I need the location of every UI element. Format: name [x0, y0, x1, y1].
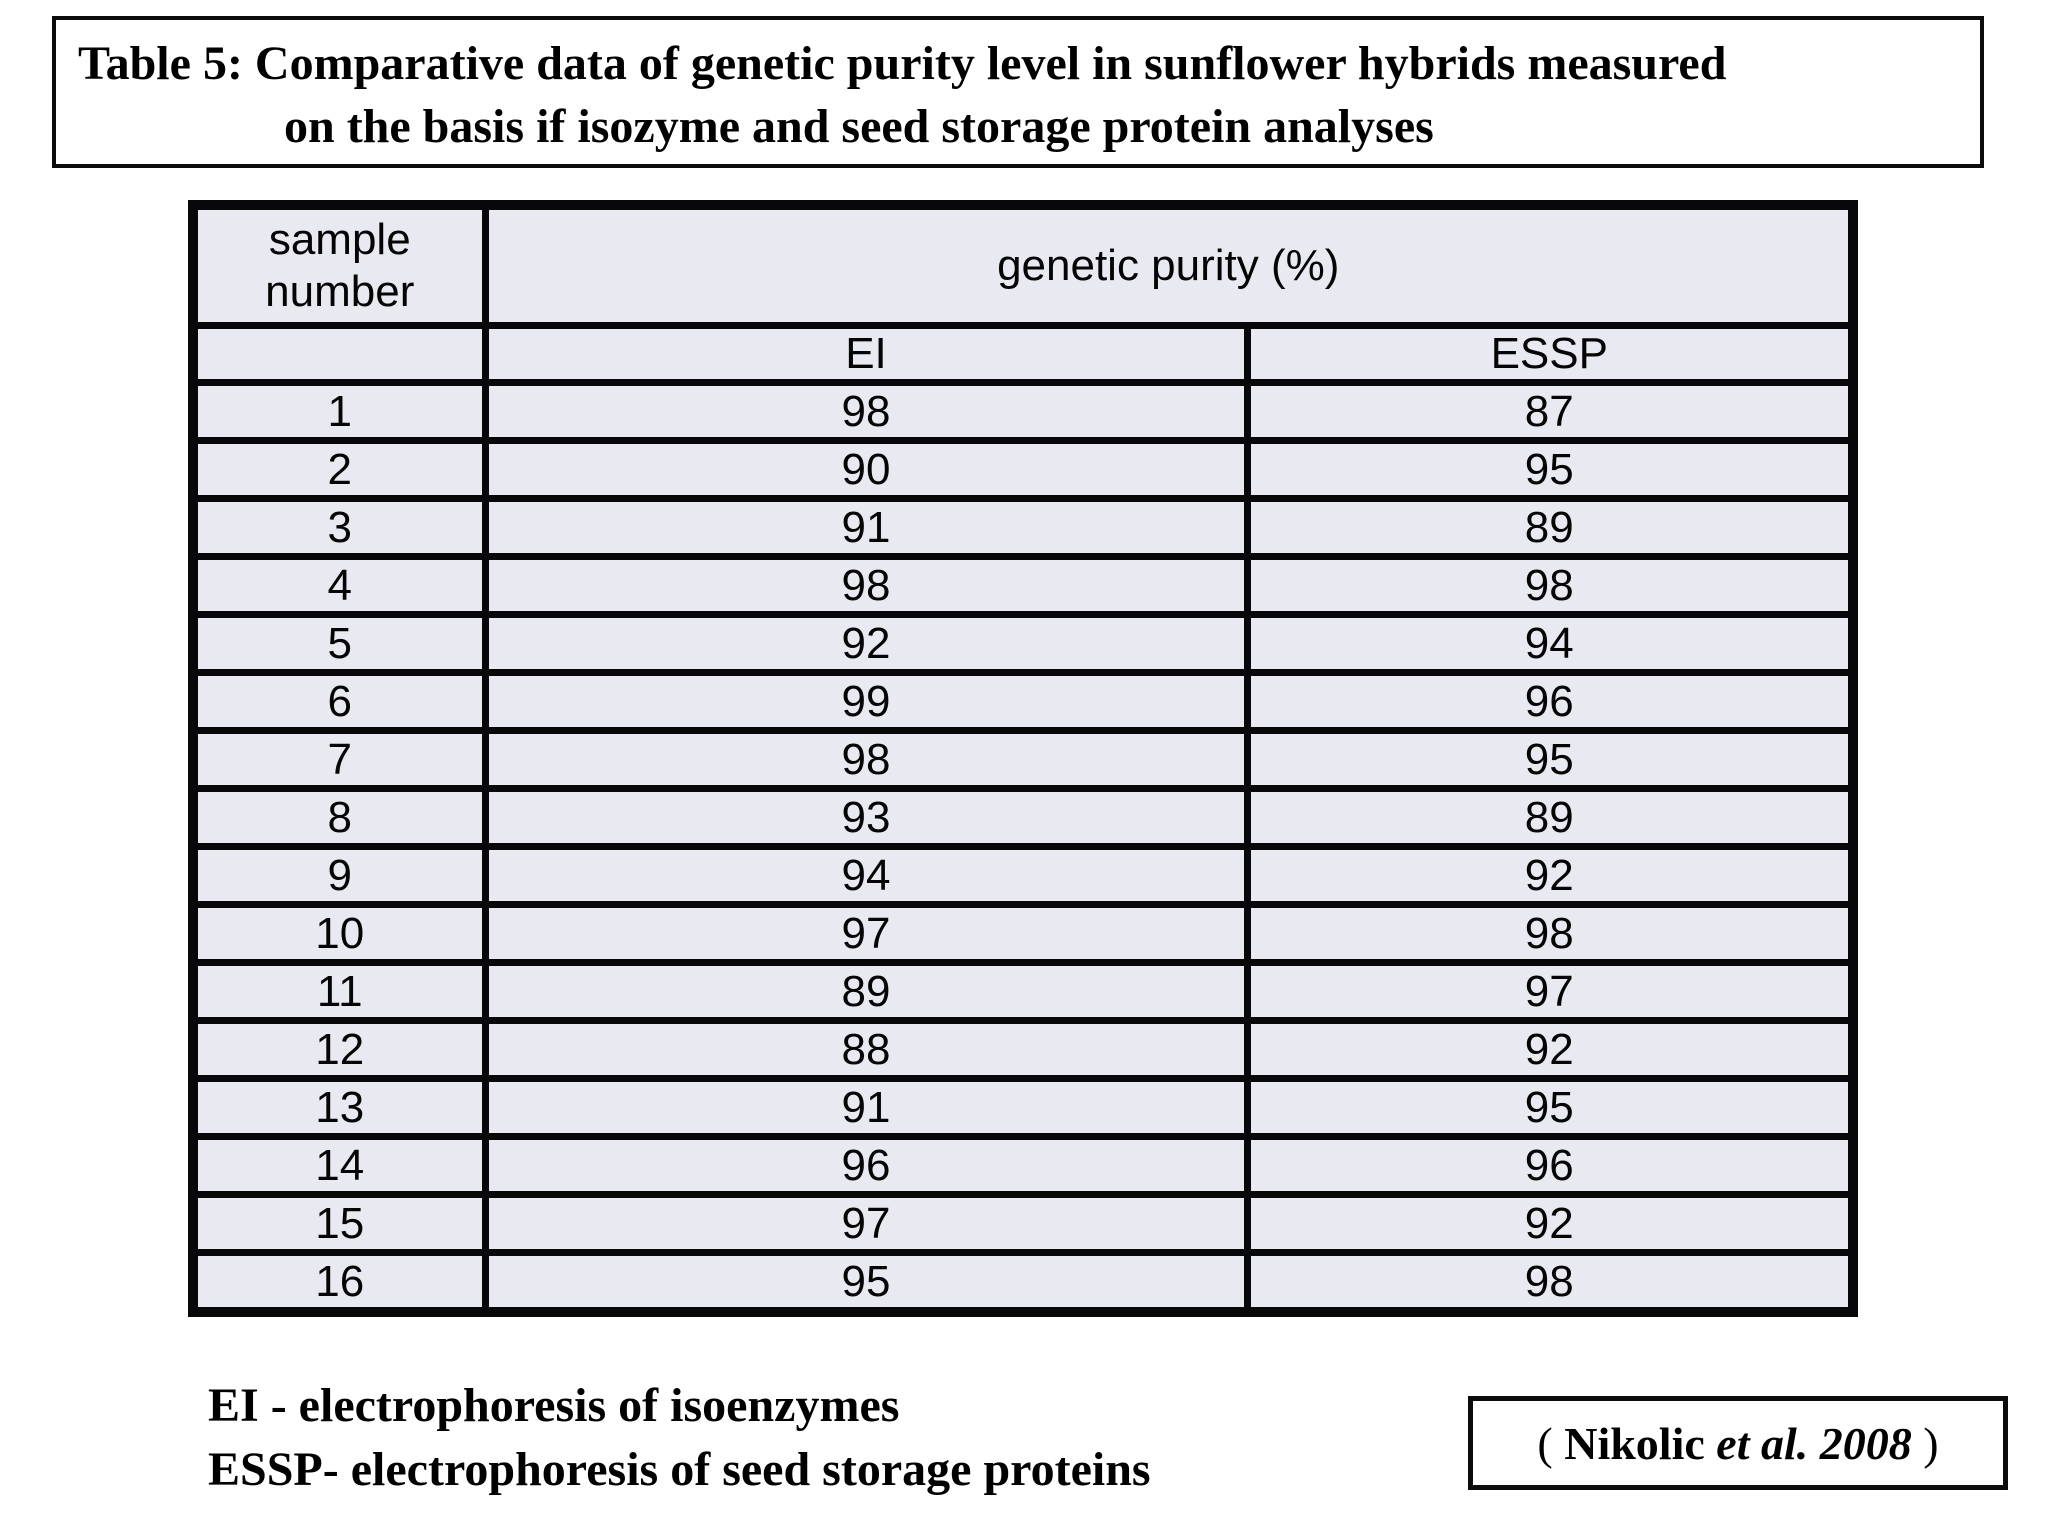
ei-cell: 99	[481, 669, 1251, 734]
table-subheader-row: EI ESSP	[189, 322, 1857, 386]
table-row: 11 89 97	[189, 959, 1857, 1024]
essp-cell: 92	[1243, 1191, 1857, 1256]
subheader-ei: EI	[481, 322, 1251, 386]
essp-cell: 95	[1243, 727, 1857, 792]
essp-cell: 98	[1243, 901, 1857, 966]
sample-cell: 15	[189, 1191, 489, 1256]
ei-cell: 90	[481, 437, 1251, 502]
slide-title-line2: on the basis if isozyme and seed storage…	[284, 100, 1434, 153]
essp-cell: 92	[1243, 843, 1857, 908]
essp-cell: 97	[1243, 959, 1857, 1024]
citation-box: ( Nikolic et al. 2008 )	[1468, 1396, 2008, 1490]
essp-cell: 89	[1243, 495, 1857, 560]
essp-cell: 94	[1243, 611, 1857, 676]
ei-cell: 94	[481, 843, 1251, 908]
essp-cell: 95	[1243, 437, 1857, 502]
sample-cell: 6	[189, 669, 489, 734]
table-row: 2 90 95	[189, 437, 1857, 502]
ei-cell: 97	[481, 1191, 1251, 1256]
footnote-essp: ESSP- electrophoresis of seed storage pr…	[208, 1443, 1151, 1496]
sample-cell: 16	[189, 1249, 489, 1316]
table-row: 9 94 92	[189, 843, 1857, 908]
citation-etal: et al.	[1716, 1417, 1809, 1469]
essp-cell: 89	[1243, 785, 1857, 850]
essp-cell: 96	[1243, 1133, 1857, 1198]
header-sample-number: sample number	[189, 201, 489, 329]
ei-cell: 89	[481, 959, 1251, 1024]
table-row: 7 98 95	[189, 727, 1857, 792]
sample-cell: 9	[189, 843, 489, 908]
sample-cell: 13	[189, 1075, 489, 1140]
ei-cell: 91	[481, 1075, 1251, 1140]
ei-cell: 88	[481, 1017, 1251, 1082]
essp-cell: 96	[1243, 669, 1857, 734]
ei-cell: 96	[481, 1133, 1251, 1198]
sample-cell: 2	[189, 437, 489, 502]
footnote-ei: EI - electrophoresis of isoenzymes	[208, 1379, 900, 1432]
table-row: 10 97 98	[189, 901, 1857, 966]
sample-cell: 10	[189, 901, 489, 966]
ei-cell: 98	[481, 379, 1251, 444]
table-row: 5 92 94	[189, 611, 1857, 676]
table-header-row: sample number genetic purity (%)	[189, 201, 1857, 329]
citation-year: 2008	[1808, 1417, 1912, 1469]
table-row: 15 97 92	[189, 1191, 1857, 1256]
sample-cell: 12	[189, 1017, 489, 1082]
essp-cell: 87	[1243, 379, 1857, 444]
ei-cell: 93	[481, 785, 1251, 850]
footnotes: EI - electrophoresis of isoenzymes ESSP-…	[208, 1374, 1151, 1502]
ei-cell: 97	[481, 901, 1251, 966]
citation-close-paren: )	[1911, 1417, 1939, 1469]
citation-author: Nikolic	[1564, 1417, 1717, 1469]
table-row: 16 95 98	[189, 1249, 1857, 1316]
title-box: Table 5: Comparative data of genetic pur…	[52, 16, 1984, 168]
table-row: 14 96 96	[189, 1133, 1857, 1198]
sample-cell: 5	[189, 611, 489, 676]
table-row: 1 98 87	[189, 379, 1857, 444]
table-row: 13 91 95	[189, 1075, 1857, 1140]
sample-cell: 14	[189, 1133, 489, 1198]
ei-cell: 98	[481, 727, 1251, 792]
ei-cell: 98	[481, 553, 1251, 618]
essp-cell: 98	[1243, 553, 1857, 618]
table-row: 4 98 98	[189, 553, 1857, 618]
table-row: 6 99 96	[189, 669, 1857, 734]
sample-cell: 1	[189, 379, 489, 444]
essp-cell: 95	[1243, 1075, 1857, 1140]
subheader-empty-cell	[189, 322, 489, 386]
citation-open-paren: (	[1537, 1417, 1565, 1469]
ei-cell: 91	[481, 495, 1251, 560]
subheader-essp: ESSP	[1243, 322, 1857, 386]
ei-cell: 95	[481, 1249, 1251, 1316]
sample-cell: 8	[189, 785, 489, 850]
essp-cell: 92	[1243, 1017, 1857, 1082]
table-row: 8 93 89	[189, 785, 1857, 850]
genetic-purity-table: sample number genetic purity (%) EI ESSP…	[188, 200, 1859, 1317]
sample-cell: 7	[189, 727, 489, 792]
ei-cell: 92	[481, 611, 1251, 676]
slide-title-line1: Table 5: Comparative data of genetic pur…	[78, 37, 1727, 90]
table-row: 3 91 89	[189, 495, 1857, 560]
sample-cell: 4	[189, 553, 489, 618]
essp-cell: 98	[1243, 1249, 1857, 1316]
header-genetic-purity: genetic purity (%)	[481, 201, 1857, 329]
sample-cell: 3	[189, 495, 489, 560]
sample-cell: 11	[189, 959, 489, 1024]
table-row: 12 88 92	[189, 1017, 1857, 1082]
